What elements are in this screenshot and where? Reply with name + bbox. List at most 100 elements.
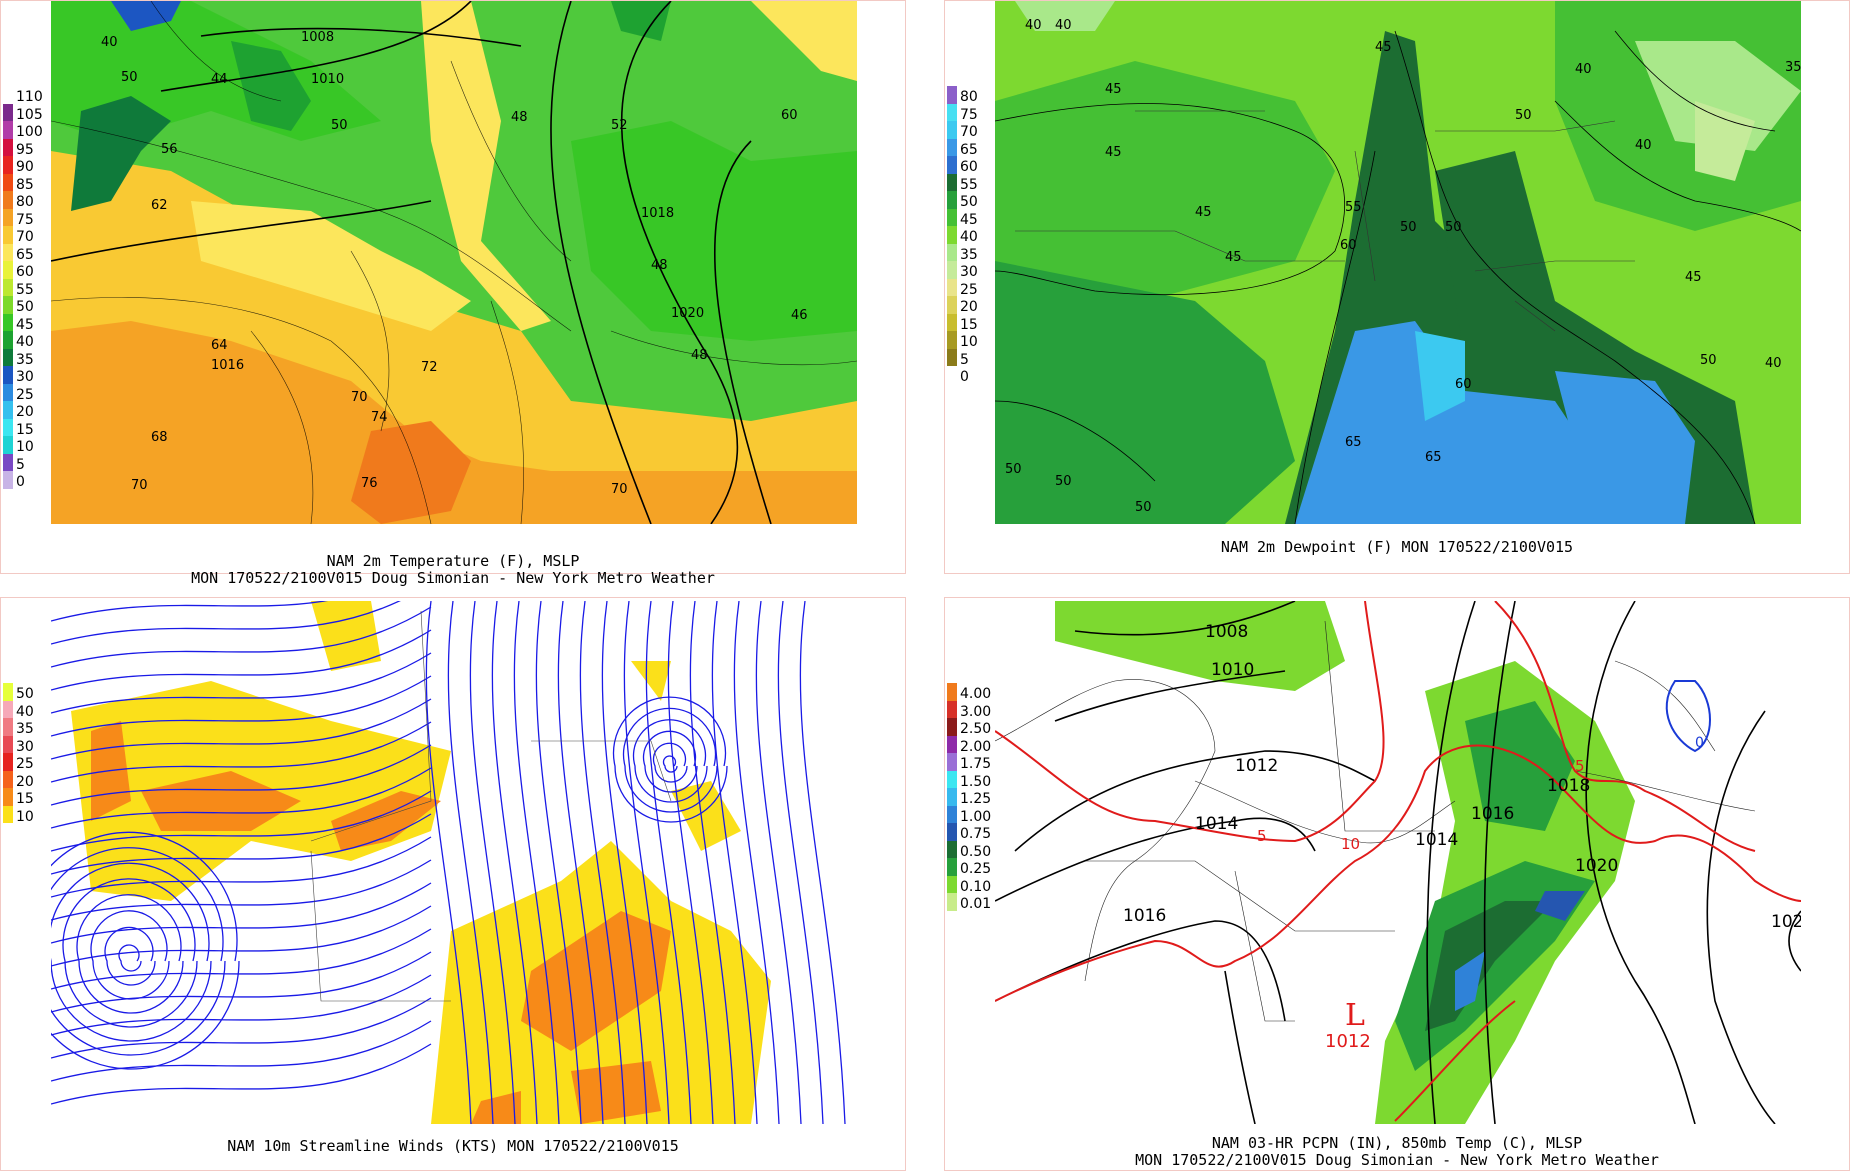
colorbar-label: 30: [960, 264, 978, 280]
colorbar-swatch: [947, 858, 957, 876]
colorbar-entry: 0.01: [945, 893, 1007, 912]
colorbar-entry: 1.50: [945, 770, 1007, 790]
colorbar-label: 50: [16, 686, 34, 702]
colorbar-entry: 15: [945, 313, 1007, 333]
label: 60: [781, 108, 798, 123]
streamline: [535, 601, 582, 1124]
colorbar-label: 0.10: [960, 878, 992, 895]
colorbar-entry: 55: [945, 173, 1007, 193]
streamline: [777, 601, 824, 1124]
colorbar-swatch: [947, 348, 957, 366]
colorbar-entry: 65: [945, 138, 1007, 158]
label: 60: [1455, 377, 1472, 392]
label: 1014: [1195, 814, 1238, 834]
streamline: [51, 606, 432, 668]
label: 40: [1025, 18, 1042, 33]
panel-streamlines: 50 40 35 30 25 20 15 10 NAM 10m Streamline Wind…: [0, 597, 906, 1171]
label: 62: [151, 198, 168, 213]
streamline: [601, 601, 648, 1124]
colorbar-label: 80: [16, 194, 34, 210]
precip-map: 1008 1010 1012 1014 1016 1016 1018 1020 …: [995, 601, 1801, 1124]
colorbar-swatch: [947, 770, 957, 788]
label: 70: [351, 390, 368, 405]
colorbar-swatch: [947, 753, 957, 771]
colorbar-entry: 3.00: [945, 700, 1007, 720]
streamline: [51, 862, 212, 1042]
colorbar-entry: 50: [945, 191, 1007, 210]
colorbar-entry: 0.25: [945, 858, 1007, 877]
colorbar-swatch: [947, 138, 957, 156]
temperature-map: 40 1008 1010 1016 1018 1020 50 44 56 62 …: [51, 1, 857, 524]
colorbar-swatch: [3, 103, 13, 121]
colorbar-label: 2.50: [960, 721, 992, 737]
colorbar-entry: 10: [1, 436, 63, 455]
colorbar-entry: 20: [1, 401, 63, 420]
temperature-colorbar: 110 105 100 95 90 85 80 75 70 65 60 55 50 45 40 35 30 25 2…: [1, 86, 63, 490]
colorbar-swatch: [3, 366, 13, 384]
colorbar-entry: 35: [1, 348, 63, 368]
streamline: [623, 601, 670, 1124]
colorbar-entry: 105: [1, 103, 63, 123]
colorbar-label: 25: [960, 281, 978, 298]
colorbar-entry: 0.10: [945, 875, 1007, 895]
colorbar-entry: 40: [1, 700, 63, 720]
label: 1012: [1235, 756, 1278, 776]
dewpoint-map: 40 40 45 45 45 45 45 55 60 50 50 50 40 4…: [995, 1, 1801, 524]
colorbar-entry: 40: [1, 331, 63, 350]
label: 60: [1340, 238, 1357, 253]
colorbar-entry: 80: [1, 191, 63, 210]
streamline: [632, 719, 708, 803]
colorbar-swatch: [3, 121, 13, 139]
colorbar-entry: 0.75: [945, 823, 1007, 842]
label: 45: [1105, 82, 1122, 97]
colorbar-label: 70: [960, 124, 978, 140]
colorbar-label: 5: [16, 456, 25, 473]
panel-precipitation: 4.00 3.00 2.50 2.00 1.75 1.50 1.25 1.00 0.75 0.50…: [944, 597, 1850, 1171]
label: 50: [1005, 462, 1022, 477]
streamline: [51, 882, 432, 944]
colorbar-label: 105: [16, 106, 43, 123]
streamline: [733, 601, 780, 1124]
streamline: [612, 696, 728, 823]
colorbar-label: 0.01: [960, 896, 992, 912]
label: 76: [361, 476, 378, 491]
colorbar-swatch: [947, 208, 957, 226]
colorbar-label: 25: [16, 756, 34, 772]
colorbar-entry: 5: [1, 453, 63, 473]
streamline: [51, 847, 226, 1056]
label: 10: [1341, 835, 1360, 853]
label: 48: [651, 258, 668, 273]
colorbar-label: 55: [16, 281, 34, 298]
label: 5: [1575, 757, 1585, 775]
colorbar-swatch: [3, 261, 13, 279]
label: 1020: [671, 306, 704, 321]
colorbar-swatch: [947, 86, 957, 104]
streamline: [51, 744, 432, 806]
colorbar-swatch: [947, 278, 957, 296]
colorbar-label: 55: [960, 176, 978, 193]
colorbar-label: 45: [16, 316, 34, 333]
colorbar-entry: 0: [945, 366, 1007, 385]
colorbar-entry: 45: [1, 313, 63, 333]
colorbar-label: 10: [960, 334, 978, 350]
temperature-caption: NAM 2m Temperature (F), MSLP MON 170522/…: [1, 553, 905, 587]
colorbar-entry: 85: [1, 173, 63, 193]
streamline: [652, 742, 688, 783]
colorbar-entry: 70: [1, 226, 63, 245]
streamline: [667, 601, 714, 1124]
colorbar-swatch: [3, 86, 13, 104]
colorbar-swatch: [3, 700, 13, 718]
colorbar-entry: 50: [1, 296, 63, 315]
label: 44: [211, 72, 228, 87]
streamline: [51, 928, 432, 990]
colorbar-swatch: [3, 436, 13, 454]
label: 48: [511, 110, 528, 125]
colorbar-entry: 2.00: [945, 735, 1007, 755]
colorbar-swatch: [947, 700, 957, 718]
colorbar-entry: 0: [1, 471, 63, 490]
colorbar-entry: 60: [1, 261, 63, 280]
label: 1018: [1547, 776, 1590, 796]
label: 65: [1345, 435, 1362, 450]
streamline: [622, 707, 718, 813]
colorbar-label: 0.50: [960, 843, 992, 860]
